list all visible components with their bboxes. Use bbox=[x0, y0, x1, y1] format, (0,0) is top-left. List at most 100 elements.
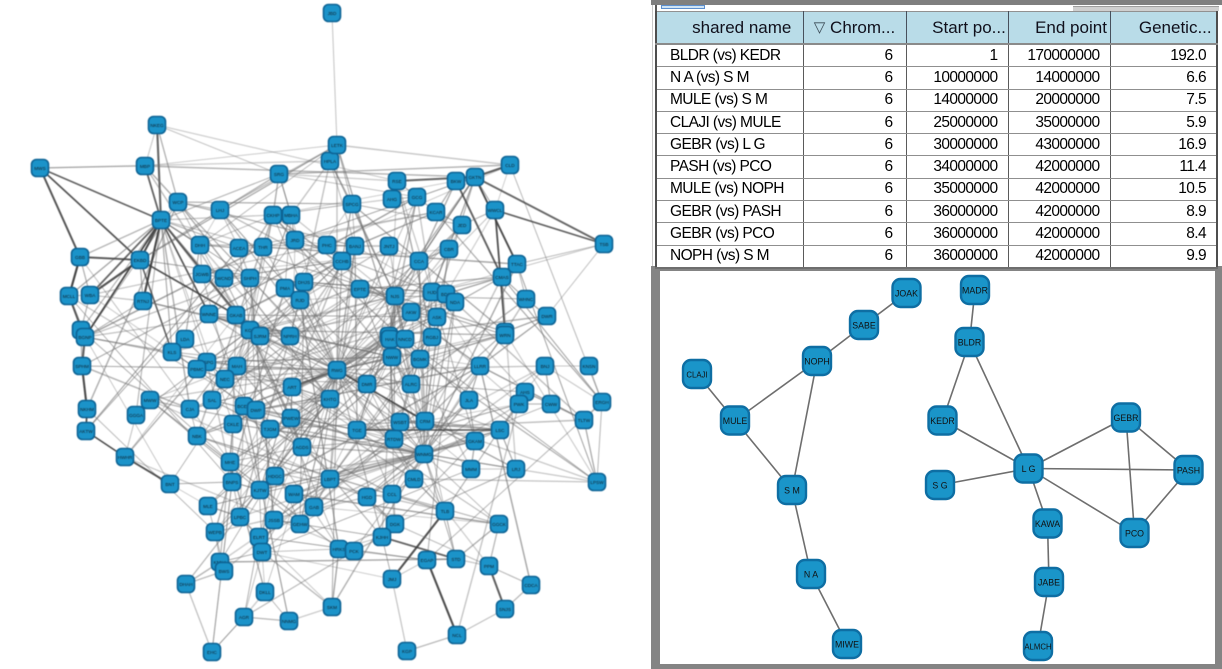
svg-text:AKTW: AKTW bbox=[79, 429, 93, 434]
svg-text:DHAH: DHAH bbox=[179, 582, 192, 587]
svg-text:NEC: NEC bbox=[220, 377, 231, 382]
svg-text:WRN: WRN bbox=[499, 333, 510, 338]
svg-text:JED: JED bbox=[458, 223, 467, 228]
svg-text:NWW: NWW bbox=[386, 355, 399, 360]
svg-text:JOAK: JOAK bbox=[895, 289, 918, 299]
svg-text:NNCD: NNCD bbox=[398, 337, 412, 342]
svg-text:MLE: MLE bbox=[203, 504, 213, 509]
svg-text:NPRH: NPRH bbox=[283, 334, 296, 339]
svg-text:GEBR: GEBR bbox=[1114, 413, 1139, 423]
svg-text:GCG: GCG bbox=[412, 195, 423, 200]
svg-text:LBPT: LBPT bbox=[324, 477, 336, 482]
svg-text:PWK: PWK bbox=[514, 402, 526, 407]
svg-text:CBR: CBR bbox=[444, 247, 455, 252]
svg-text:DWT: DWT bbox=[257, 550, 268, 555]
svg-text:BPTE: BPTE bbox=[155, 218, 167, 223]
svg-text:BGNP: BGNP bbox=[78, 335, 91, 340]
svg-text:LLRR: LLRR bbox=[474, 364, 487, 369]
svg-text:ACEA: ACEA bbox=[233, 246, 247, 251]
svg-text:NDA: NDA bbox=[450, 300, 461, 305]
svg-text:DHJS: DHJS bbox=[298, 280, 310, 285]
svg-text:ART: ART bbox=[287, 385, 296, 390]
svg-text:CWW: CWW bbox=[545, 402, 558, 407]
svg-text:SAL: SAL bbox=[208, 398, 217, 403]
svg-text:CKHP: CKHP bbox=[266, 213, 279, 218]
svg-text:EKBD: EKBD bbox=[134, 258, 147, 263]
svg-text:GGCK: GGCK bbox=[492, 522, 507, 527]
svg-text:TTAC: TTAC bbox=[511, 262, 524, 267]
svg-text:LPSW: LPSW bbox=[590, 480, 604, 485]
svg-text:DKLL: DKLL bbox=[259, 590, 271, 595]
svg-text:BNJ: BNJ bbox=[541, 364, 550, 369]
svg-text:RJD: RJD bbox=[295, 298, 305, 303]
svg-text:WHNC: WHNC bbox=[519, 297, 534, 302]
svg-text:SSPG: SSPG bbox=[200, 360, 213, 365]
svg-text:NKHM: NKHM bbox=[80, 407, 94, 412]
svg-text:JGWB: JGWB bbox=[195, 272, 209, 277]
svg-text:AHS: AHS bbox=[520, 390, 530, 395]
svg-text:CCHB: CCHB bbox=[335, 259, 348, 264]
svg-text:GAB: GAB bbox=[309, 505, 319, 510]
svg-text:BKW: BKW bbox=[451, 179, 462, 184]
svg-text:CMAS: CMAS bbox=[495, 275, 509, 280]
svg-text:PCO: PCO bbox=[1125, 529, 1144, 539]
svg-text:AGR: AGR bbox=[239, 615, 250, 620]
svg-text:N A: N A bbox=[804, 570, 818, 580]
svg-text:DWP: DWP bbox=[251, 408, 262, 413]
svg-text:NKEG: NKEG bbox=[150, 123, 164, 128]
svg-text:MIWE: MIWE bbox=[835, 640, 859, 650]
svg-text:HJD: HJD bbox=[427, 290, 437, 295]
svg-text:CRM: CRM bbox=[420, 419, 431, 424]
svg-text:S M: S M bbox=[784, 486, 800, 496]
svg-text:KGP: KGP bbox=[402, 649, 412, 654]
svg-text:AKW: AKW bbox=[406, 310, 417, 315]
svg-text:MHE: MHE bbox=[225, 460, 235, 465]
svg-text:SHPH: SHPH bbox=[243, 276, 256, 281]
svg-text:JABE: JABE bbox=[1038, 578, 1060, 588]
svg-text:GKTN: GKTN bbox=[468, 175, 481, 180]
svg-text:SABE: SABE bbox=[852, 321, 876, 331]
svg-text:MWW: MWW bbox=[144, 398, 157, 403]
svg-text:HRKS: HRKS bbox=[332, 547, 345, 552]
svg-text:MADR: MADR bbox=[962, 286, 988, 296]
svg-text:JSSB: JSSB bbox=[268, 518, 280, 523]
svg-text:LETK: LETK bbox=[331, 143, 344, 148]
svg-text:BCEM: BCEM bbox=[237, 404, 251, 409]
svg-text:BNPS: BNPS bbox=[226, 480, 239, 485]
svg-text:KJTW: KJTW bbox=[254, 488, 267, 493]
svg-text:GKAM: GKAM bbox=[468, 439, 482, 444]
svg-text:SJRM: SJRM bbox=[254, 334, 267, 339]
svg-text:HWHR: HWHR bbox=[118, 455, 133, 460]
svg-text:L G: L G bbox=[1022, 464, 1036, 474]
svg-text:TGE: TGE bbox=[352, 428, 362, 433]
svg-text:PASH: PASH bbox=[1177, 466, 1200, 476]
svg-text:ERGH: ERGH bbox=[595, 400, 609, 405]
svg-text:RGBJ: RGBJ bbox=[426, 335, 439, 340]
svg-text:DGK: DGK bbox=[390, 522, 401, 527]
svg-text:LRJ: LRJ bbox=[512, 467, 520, 472]
svg-text:CJA: CJA bbox=[186, 407, 196, 412]
svg-text:ELRT: ELRT bbox=[253, 535, 265, 540]
svg-text:CCA: CCA bbox=[414, 259, 425, 264]
svg-text:EPTE: EPTE bbox=[354, 287, 366, 292]
svg-text:DWR: DWR bbox=[541, 314, 553, 319]
svg-text:RTDW: RTDW bbox=[387, 437, 402, 442]
svg-text:LHJ: LHJ bbox=[216, 208, 224, 213]
svg-text:RTNJ: RTNJ bbox=[137, 299, 149, 304]
svg-text:KCAR: KCAR bbox=[429, 210, 443, 215]
svg-text:NNMG: NNMG bbox=[282, 619, 297, 624]
svg-text:MWS: MWS bbox=[34, 166, 45, 171]
svg-text:SPHM: SPHM bbox=[75, 364, 89, 369]
svg-text:AGDS: AGDS bbox=[295, 445, 308, 450]
svg-text:PBMC: PBMC bbox=[190, 367, 204, 372]
svg-text:EGAP: EGAP bbox=[420, 558, 433, 563]
svg-text:CLAJI: CLAJI bbox=[686, 371, 707, 380]
svg-text:WBA: WBA bbox=[85, 293, 97, 298]
svg-text:THR: THR bbox=[258, 245, 268, 250]
svg-text:BANJ: BANJ bbox=[349, 244, 361, 249]
svg-text:STD: STD bbox=[451, 557, 461, 562]
svg-text:BNT: BNT bbox=[165, 482, 175, 487]
svg-text:PMA: PMA bbox=[280, 286, 291, 291]
svg-text:CKLE: CKLE bbox=[227, 422, 239, 427]
svg-text:KHTG: KHTG bbox=[323, 397, 336, 402]
